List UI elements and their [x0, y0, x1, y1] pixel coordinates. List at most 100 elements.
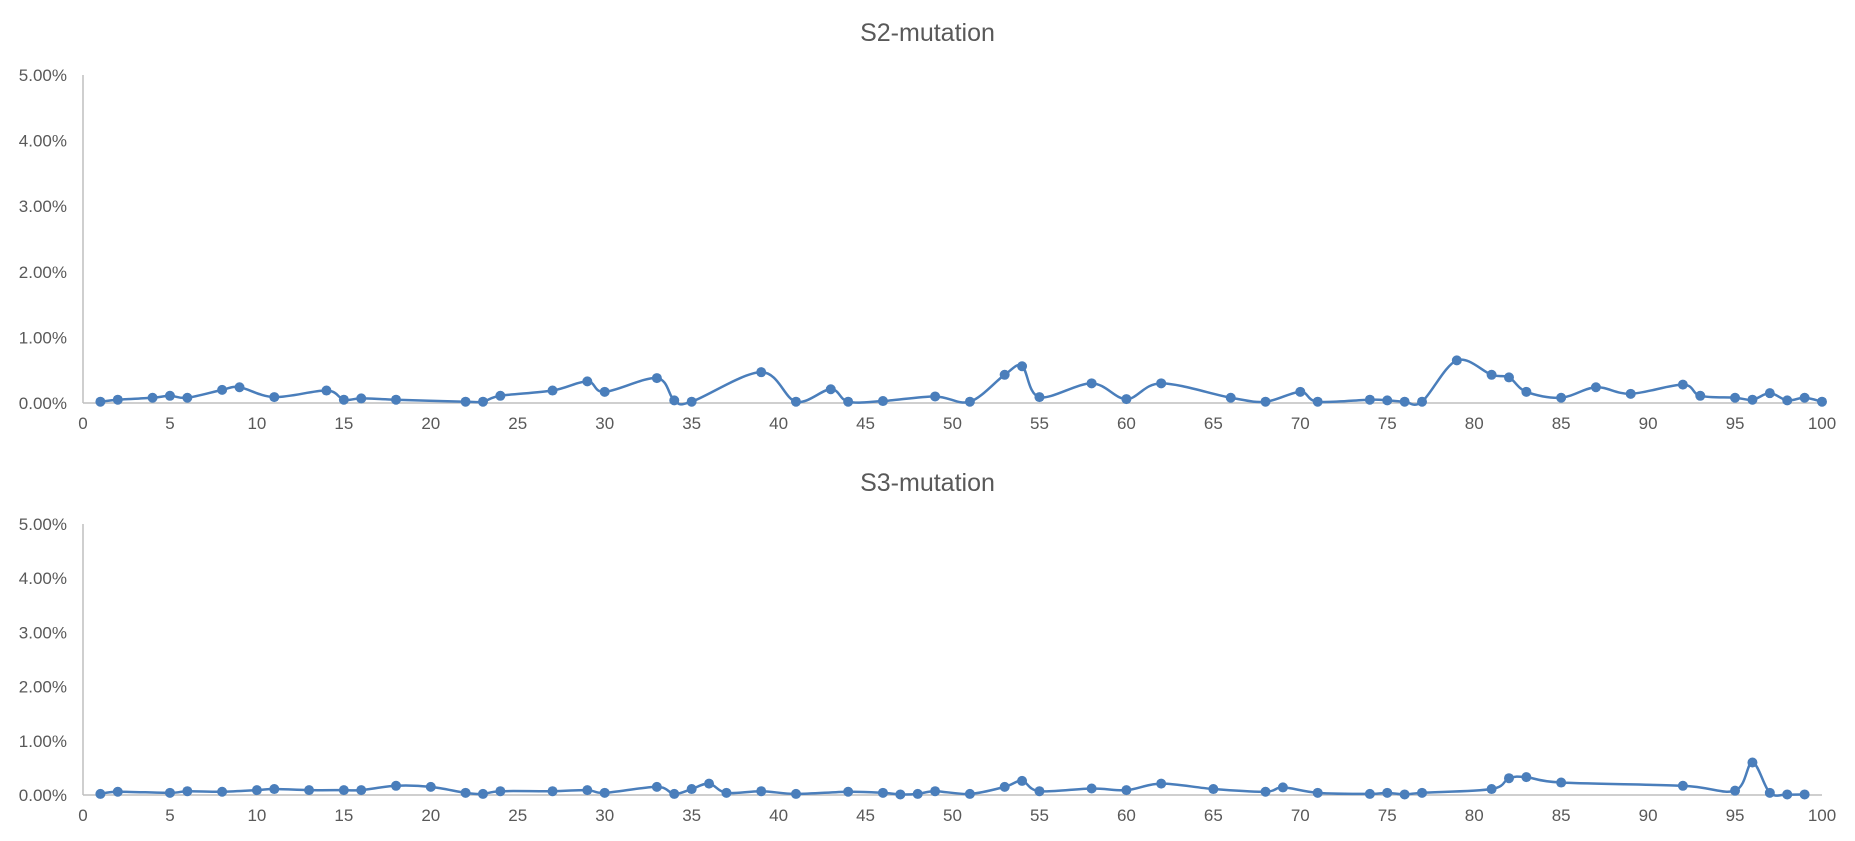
data-point-marker [1451, 355, 1462, 366]
data-point-marker [1503, 372, 1514, 383]
data-point-marker [1312, 396, 1323, 407]
x-tick-label: 75 [1378, 806, 1397, 825]
y-tick-label: 3.00% [19, 623, 67, 642]
x-tick-label: 85 [1552, 806, 1571, 825]
data-point-marker [495, 786, 506, 797]
x-tick-label: 40 [769, 806, 788, 825]
data-point-marker [964, 396, 975, 407]
data-point-marker [1747, 757, 1758, 768]
data-point-marker [112, 394, 123, 405]
data-point-marker [1364, 788, 1375, 799]
data-point-marker [582, 376, 593, 387]
x-tick-label: 25 [508, 414, 527, 433]
data-point-marker [1295, 386, 1306, 397]
data-point-marker [964, 788, 975, 799]
x-tick-label: 50 [943, 806, 962, 825]
data-point-marker [477, 788, 488, 799]
x-tick-label: 50 [943, 414, 962, 433]
x-tick-label: 5 [165, 414, 174, 433]
data-point-marker [1017, 775, 1028, 786]
data-point-marker [495, 390, 506, 401]
x-tick-label: 0 [78, 414, 87, 433]
data-point-marker [877, 787, 888, 798]
data-point-marker [843, 396, 854, 407]
chart-title: S3-mutation [860, 469, 995, 497]
x-tick-label: 65 [1204, 806, 1223, 825]
data-point-marker [1677, 379, 1688, 390]
data-point-marker [686, 784, 697, 795]
x-tick-label: 95 [1726, 806, 1745, 825]
x-tick-label: 15 [334, 414, 353, 433]
x-tick-label: 5 [165, 806, 174, 825]
x-tick-label: 40 [769, 414, 788, 433]
x-tick-label: 15 [334, 806, 353, 825]
data-point-marker [182, 786, 193, 797]
data-point-marker [95, 396, 106, 407]
data-point-marker [269, 784, 280, 795]
data-point-marker [356, 393, 367, 404]
data-point-marker [825, 384, 836, 395]
x-tick-label: 95 [1726, 414, 1745, 433]
data-point-marker [843, 786, 854, 797]
data-point-marker [1399, 396, 1410, 407]
y-tick-label: 2.00% [19, 678, 67, 697]
x-tick-label: 45 [856, 414, 875, 433]
data-point-marker [147, 392, 158, 403]
x-tick-label: 60 [1117, 806, 1136, 825]
y-tick-label: 5.00% [19, 515, 67, 534]
data-point-marker [391, 394, 402, 405]
x-tick-label: 60 [1117, 414, 1136, 433]
data-point-marker [1486, 369, 1497, 380]
x-tick-label: 100 [1808, 806, 1836, 825]
data-point-marker [1817, 396, 1827, 407]
data-point-marker [1382, 395, 1393, 406]
data-point-marker [304, 785, 315, 796]
y-tick-label: 2.00% [19, 263, 67, 282]
x-tick-label: 20 [421, 806, 440, 825]
data-point-marker [356, 785, 367, 796]
data-point-marker [164, 787, 175, 798]
data-point-marker [895, 789, 906, 800]
x-tick-label: 30 [595, 806, 614, 825]
data-point-marker [338, 394, 349, 405]
data-point-marker [95, 788, 106, 799]
data-point-marker [912, 788, 923, 799]
data-point-marker [217, 786, 228, 797]
x-tick-label: 70 [1291, 806, 1310, 825]
y-tick-label: 0.00% [19, 786, 67, 805]
data-point-marker [877, 396, 888, 407]
data-point-marker [930, 786, 941, 797]
data-point-marker [1677, 780, 1688, 791]
data-point-marker [582, 785, 593, 796]
data-point-marker [651, 373, 662, 384]
data-point-marker [1121, 785, 1132, 796]
data-point-marker [599, 386, 610, 397]
data-point-marker [547, 786, 558, 797]
x-tick-label: 90 [1639, 806, 1658, 825]
data-point-marker [1260, 396, 1271, 407]
data-point-marker [686, 396, 697, 407]
data-point-marker [251, 785, 262, 796]
x-tick-label: 10 [247, 414, 266, 433]
x-tick-label: 75 [1378, 414, 1397, 433]
data-point-marker [1260, 786, 1271, 797]
data-point-marker [477, 396, 488, 407]
data-point-marker [669, 395, 680, 406]
data-point-marker [1017, 361, 1028, 372]
x-tick-label: 100 [1808, 414, 1836, 433]
data-point-marker [1399, 789, 1410, 800]
data-point-marker [1417, 396, 1428, 407]
data-point-marker [460, 396, 471, 407]
x-tick-label: 25 [508, 806, 527, 825]
data-point-marker [460, 787, 471, 798]
data-point-marker [651, 781, 662, 792]
data-point-marker [1730, 392, 1741, 403]
data-point-marker [1782, 395, 1793, 406]
data-point-marker [1521, 772, 1532, 783]
data-point-marker [1486, 784, 1497, 795]
data-point-marker [790, 396, 801, 407]
data-point-marker [1503, 773, 1514, 784]
data-point-marker [425, 781, 436, 792]
x-tick-label: 30 [595, 414, 614, 433]
